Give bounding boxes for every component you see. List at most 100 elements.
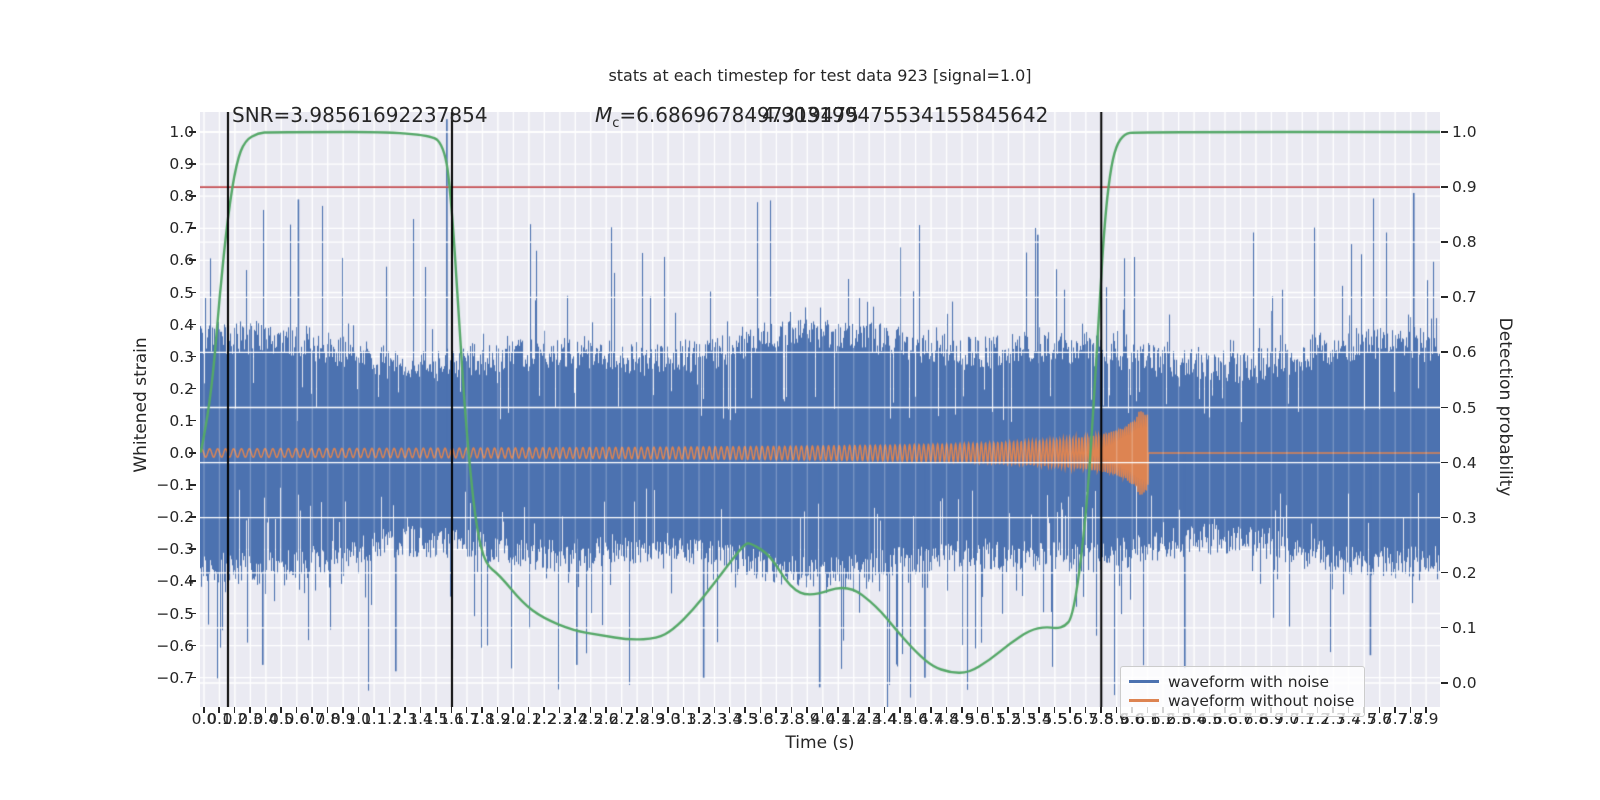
x-tick-label: 3.6	[748, 710, 774, 728]
x-tick-mark	[852, 707, 855, 713]
x-tick-label: 0.3	[238, 710, 263, 728]
y-tick-mark-right	[1441, 131, 1448, 133]
x-tick-label: 1.7	[454, 710, 480, 728]
x-tick-mark	[713, 707, 715, 713]
y-tick-mark-left	[189, 484, 196, 486]
annotation-snr: SNR=3.98561692237854	[232, 103, 488, 127]
y-axis-label-left: Whitened strain	[131, 337, 151, 473]
legend-label: waveform with noise	[1168, 672, 1329, 691]
x-tick-label: 0.1	[207, 710, 232, 728]
y-tick-mark-left	[189, 387, 196, 390]
x-tick-label: 2.2	[532, 710, 557, 728]
x-tick-mark	[945, 707, 948, 713]
x-tick-label: 3.4	[717, 710, 743, 728]
y-tick-label-left: 0.2	[169, 379, 194, 398]
x-tick-label: 3.2	[686, 710, 712, 728]
x-tick-mark	[1069, 707, 1071, 713]
y-tick-label-left: −0.2	[156, 508, 194, 527]
legend-label: waveform without noise	[1168, 691, 1355, 710]
y-tick-label-left: 0.5	[169, 283, 194, 302]
x-tick-label: 1.1	[361, 710, 387, 728]
y-tick-label-right: 0.6	[1452, 343, 1477, 362]
x-tick-mark	[806, 707, 808, 713]
x-tick-mark	[1084, 707, 1087, 713]
y-tick-mark-left	[189, 644, 196, 647]
x-tick-mark	[1022, 707, 1025, 713]
x-tick-label: 4.8	[934, 710, 959, 728]
x-tick-label: 5.1	[980, 710, 1006, 728]
x-tick-mark	[465, 707, 468, 713]
mc-value: =6.6869678497319475	[619, 103, 859, 127]
x-tick-label: 4.4	[872, 710, 897, 728]
y-tick-mark-left	[189, 259, 196, 261]
y-tick-mark-left	[189, 612, 196, 614]
y-tick-label-right: 0.7	[1452, 288, 1477, 307]
y-tick-mark-left	[189, 131, 196, 133]
y-tick-mark-right	[1441, 571, 1448, 574]
x-tick-mark	[233, 707, 236, 713]
x-tick-mark	[574, 707, 576, 713]
y-tick-mark-left	[189, 676, 196, 679]
y-tick-label-left: 0.8	[169, 187, 194, 206]
y-tick-label-left: 0.7	[169, 219, 194, 238]
y-tick-mark-left	[189, 195, 196, 197]
y-tick-label-right: 0.2	[1452, 563, 1477, 582]
x-tick-label: 5.5	[1042, 710, 1068, 728]
x-tick-mark	[837, 707, 839, 713]
x-tick-mark	[728, 707, 731, 713]
x-tick-label: 2.1	[516, 710, 542, 728]
mc-symbol: M	[595, 103, 613, 127]
y-tick-label-left: 0.1	[169, 411, 194, 430]
x-tick-label: 3.9	[795, 710, 820, 728]
x-tick-mark	[435, 707, 437, 713]
y-tick-mark-right	[1441, 682, 1448, 684]
plot-canvas	[200, 112, 1440, 707]
x-tick-mark	[342, 707, 344, 713]
y-tick-label-left: 0.3	[169, 347, 194, 366]
x-tick-label: 3.1	[671, 710, 696, 728]
y-tick-label-right: 0.0	[1452, 674, 1477, 692]
plot-area	[200, 112, 1440, 707]
legend-line-orange	[1129, 699, 1159, 702]
x-tick-mark	[914, 707, 917, 713]
x-tick-label: 7.9	[1413, 710, 1439, 728]
x-tick-label: 3.8	[779, 710, 805, 728]
x-tick-label: 2.9	[640, 710, 665, 728]
y-tick-mark-right	[1441, 516, 1448, 519]
x-tick-mark	[311, 707, 313, 713]
y-tick-label-left: 1.0	[169, 123, 194, 141]
y-tick-mark-left	[189, 227, 196, 229]
x-tick-label: 0.9	[330, 710, 356, 728]
x-tick-label: 1.5	[423, 710, 449, 728]
x-tick-label: 3.7	[764, 710, 789, 728]
x-tick-mark	[1007, 707, 1009, 713]
x-tick-mark	[667, 707, 669, 713]
x-tick-label: 0.2	[222, 710, 248, 728]
x-tick-label: 2.3	[547, 710, 573, 728]
x-tick-label: 1.2	[377, 710, 402, 728]
x-tick-mark	[419, 707, 422, 713]
x-tick-label: 0.6	[284, 710, 310, 728]
x-tick-label: 7.6	[1367, 710, 1393, 728]
x-tick-mark	[589, 707, 592, 713]
y-tick-label-left: 0.9	[169, 155, 194, 174]
legend-item-waveform-with-noise: waveform with noise	[1129, 672, 1354, 691]
x-tick-label: 0.4	[253, 710, 279, 728]
legend: waveform with noise waveform without noi…	[1120, 666, 1366, 717]
x-tick-mark	[512, 707, 514, 713]
mc-subscript: c	[612, 116, 620, 131]
y-tick-mark-left	[189, 548, 196, 550]
x-tick-mark	[651, 707, 654, 713]
x-tick-label: 7.8	[1398, 710, 1423, 728]
x-tick-label: 3.5	[733, 710, 758, 728]
x-tick-label: 5.7	[1073, 710, 1099, 728]
annotation-overlapping-number: 4.903199475534155845642	[762, 103, 1049, 127]
x-tick-mark	[264, 707, 267, 713]
legend-item-waveform-without-noise: waveform without noise	[1129, 691, 1354, 710]
y-tick-mark-left	[189, 163, 196, 165]
x-tick-label: 1.3	[392, 710, 418, 728]
x-tick-label: 1.0	[346, 710, 372, 728]
y-axis-label-right: Detection probability	[1495, 317, 1515, 497]
y-tick-label-right: 1.0	[1452, 123, 1477, 141]
